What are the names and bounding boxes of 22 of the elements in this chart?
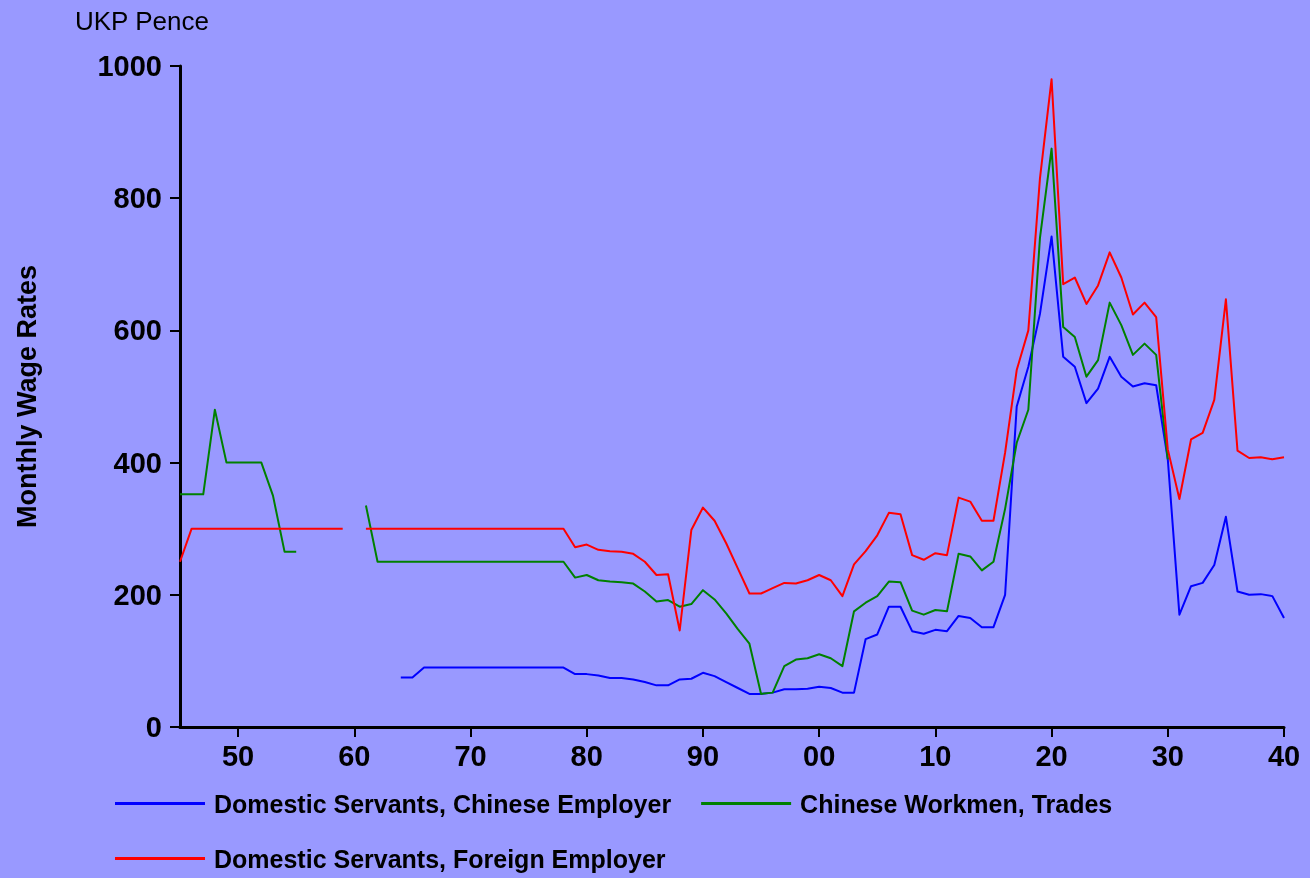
y-axis-title: Monthly Wage Rates xyxy=(11,264,42,529)
y-tick-label: 1000 xyxy=(97,50,162,82)
legend-label: Domestic Servants, Chinese Employer xyxy=(214,789,672,818)
x-tick-label: 30 xyxy=(1151,739,1184,772)
x-tick-label: 20 xyxy=(1035,739,1068,772)
legend-label: Domestic Servants, Foreign Employer xyxy=(214,844,666,873)
y-tick-label: 800 xyxy=(113,182,162,215)
x-tick-label: 40 xyxy=(1267,739,1301,772)
y-tick-label: 600 xyxy=(113,314,162,347)
x-tick-label: 60 xyxy=(338,739,371,772)
x-tick-label: 70 xyxy=(454,739,487,772)
x-tick-label: 00 xyxy=(803,739,836,772)
y-tick-label: 0 xyxy=(145,711,162,743)
x-tick-label: 10 xyxy=(919,739,952,772)
y-tick-label: 200 xyxy=(113,578,162,611)
legend-label: Chinese Workmen, Trades xyxy=(800,789,1113,818)
x-tick-label: 50 xyxy=(221,739,255,772)
x-tick-label: 80 xyxy=(570,739,603,772)
y-tick-label: 400 xyxy=(113,446,162,479)
x-tick-label: 90 xyxy=(686,739,720,772)
text: UKP Pence xyxy=(75,6,209,36)
line-series xyxy=(399,235,1285,695)
